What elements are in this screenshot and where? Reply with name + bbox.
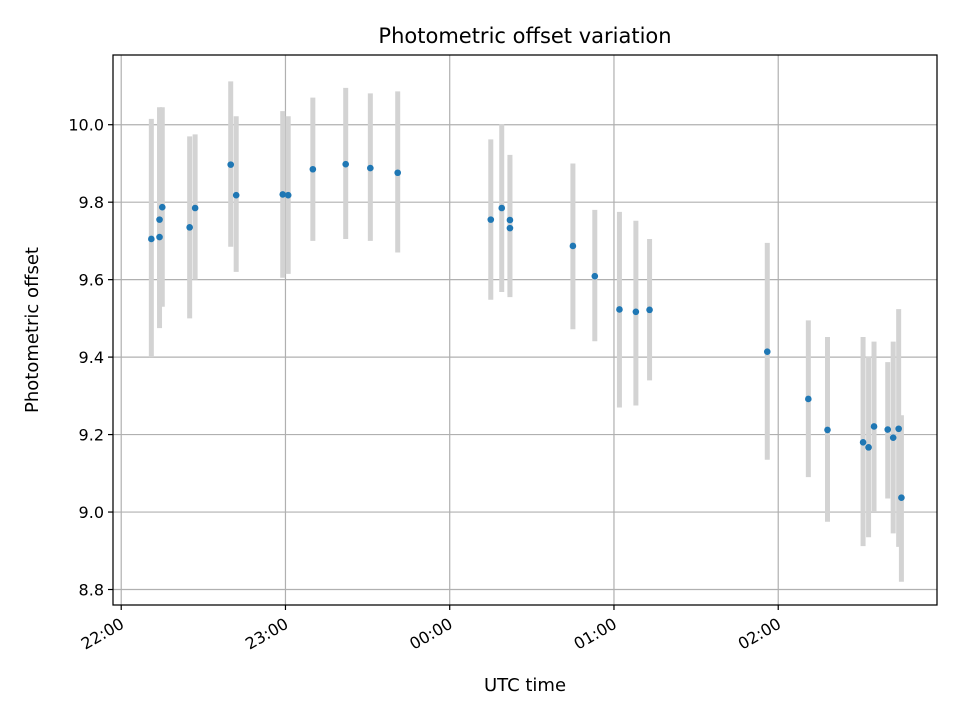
data-point [506, 224, 514, 232]
data-points [148, 160, 905, 502]
x-axis-title: UTC time [484, 675, 566, 696]
data-point [646, 306, 653, 314]
data-point [279, 191, 287, 198]
data-point [569, 242, 577, 250]
data-point [859, 439, 867, 446]
data-point [367, 164, 374, 172]
y-axis-title: Photometric offset [22, 247, 43, 413]
y-tick-label: 8.8 [79, 581, 104, 600]
data-point [632, 308, 640, 316]
data-point [148, 235, 155, 243]
data-point [232, 191, 240, 199]
data-point [824, 426, 831, 434]
data-point [865, 444, 872, 451]
plot-frame [112, 54, 938, 606]
data-point [227, 161, 235, 168]
data-point [156, 233, 163, 241]
chart-title: Photometric offset variation [378, 24, 671, 48]
data-point [895, 425, 902, 433]
axis-ticks: 8.89.09.29.49.69.810.022:00 23:00 00:00 01:… [68, 116, 784, 654]
data-point [805, 395, 812, 403]
y-tick-label: 10.0 [68, 116, 104, 135]
data-point [889, 434, 897, 441]
data-point [309, 165, 317, 173]
data-point [616, 306, 623, 313]
data-point [870, 423, 878, 430]
y-tick-label: 9.8 [79, 193, 104, 212]
data-point [591, 272, 599, 280]
data-point [884, 426, 892, 433]
data-point [191, 204, 199, 212]
data-point [498, 204, 506, 212]
data-point [394, 169, 402, 177]
y-tick-label: 9.6 [79, 271, 104, 290]
data-point [158, 203, 166, 211]
y-tick-label: 9.2 [79, 426, 104, 445]
data-point [763, 348, 771, 355]
data-point [898, 494, 905, 502]
grid [113, 55, 937, 605]
data-point [487, 216, 495, 223]
data-point [506, 216, 514, 224]
data-point [156, 216, 163, 223]
data-point [186, 224, 193, 231]
data-point [284, 191, 292, 199]
y-tick-label: 9.0 [79, 503, 104, 522]
data-point [342, 160, 349, 168]
y-tick-label: 9.4 [79, 348, 104, 367]
